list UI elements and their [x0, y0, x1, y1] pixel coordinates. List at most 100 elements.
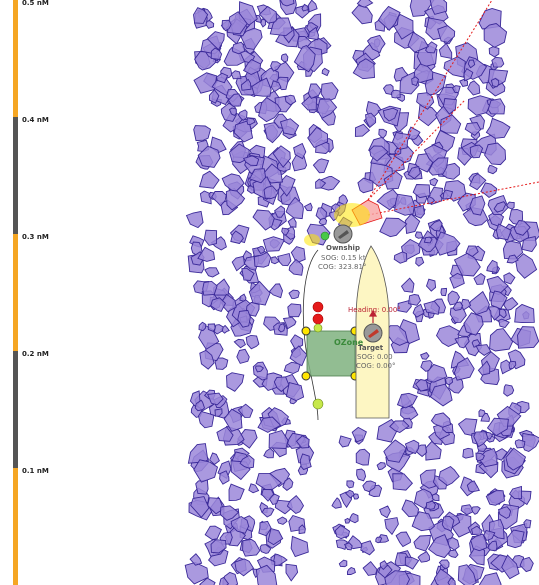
scale-bar-segment — [13, 468, 18, 585]
ice-floe — [349, 512, 359, 524]
ice-floe — [487, 164, 498, 175]
ozone-area[interactable] — [306, 330, 356, 377]
ownship-sector-lines — [367, 0, 539, 216]
ice-floe — [515, 253, 538, 279]
ice-floe — [199, 349, 215, 370]
ice-floe — [457, 418, 478, 437]
ice-floe — [216, 426, 234, 442]
ice-floe — [489, 328, 514, 352]
ice-floe — [519, 556, 534, 573]
ice-floe — [469, 173, 487, 191]
ice-floe — [497, 506, 512, 519]
ice-floe — [197, 145, 221, 168]
ice-floe — [357, 177, 374, 194]
ice-floe — [478, 447, 498, 468]
ice-floe — [219, 576, 230, 585]
ice-floe — [338, 559, 348, 568]
ice-floe — [483, 23, 508, 48]
ice-floe — [413, 488, 435, 510]
target-vessel-icon[interactable] — [363, 323, 383, 343]
ice-floe — [303, 202, 313, 212]
waypoint-dot[interactable] — [313, 323, 323, 333]
ice-floe — [204, 267, 220, 278]
ice-floe — [466, 480, 480, 493]
ice-floe — [273, 376, 290, 393]
ice-floe — [490, 290, 508, 310]
ice-floe — [362, 560, 378, 576]
ice-floe — [261, 507, 275, 518]
ice-floe — [401, 499, 420, 518]
ice-floe — [221, 173, 245, 192]
ice-floe — [390, 89, 401, 99]
ice-floe — [219, 470, 230, 485]
ice-floe — [240, 27, 263, 50]
ice-floe — [384, 517, 399, 536]
ownship-icon[interactable] — [333, 224, 353, 244]
ice-floe — [189, 553, 203, 566]
ice-floe — [467, 59, 476, 69]
ice-floe — [220, 324, 230, 334]
ice-floe — [400, 277, 415, 293]
ice-floe — [282, 477, 294, 491]
ice-floe — [487, 98, 506, 115]
ice-floe — [346, 566, 356, 575]
green-marker — [320, 231, 330, 241]
ownship-halo — [334, 203, 370, 227]
target-heading-arrow — [368, 309, 378, 323]
ice-floe — [378, 128, 388, 140]
ice-floe — [487, 540, 498, 552]
ice-floe — [307, 83, 322, 99]
scale-bar-segment — [13, 234, 18, 351]
ice-floe — [419, 469, 436, 489]
ice-floe — [355, 448, 371, 466]
ice-floe — [503, 272, 516, 285]
ice-floe — [242, 538, 261, 557]
ice-floe — [486, 259, 498, 274]
ice-floe — [267, 528, 284, 546]
ice-floe — [498, 318, 510, 329]
ice-floe — [258, 5, 277, 24]
ice-floe — [377, 565, 393, 579]
ice-floe — [475, 452, 485, 462]
ice-floe — [246, 117, 256, 125]
ice-floe — [354, 123, 371, 137]
ice-floe — [351, 4, 373, 25]
ice-floe — [447, 537, 460, 551]
ice-floe — [478, 572, 502, 585]
ice-floe — [443, 56, 466, 78]
ice-floe — [298, 524, 306, 535]
ice-floe — [420, 360, 433, 372]
ice-floe — [453, 252, 481, 277]
ice-floe — [193, 125, 212, 142]
zone-handle[interactable] — [301, 326, 311, 336]
ice-floe — [356, 0, 374, 9]
ice-floe — [187, 443, 209, 464]
ice-floe — [419, 352, 430, 360]
ice-floe — [447, 577, 456, 585]
ice-floe — [517, 326, 539, 349]
ice-floe — [438, 465, 460, 487]
ownship-halo-2 — [304, 234, 320, 246]
ice-floe — [301, 3, 309, 12]
ice-floe — [431, 493, 440, 502]
ice-floe — [276, 516, 288, 525]
ice-floe — [485, 489, 505, 506]
zone-handle[interactable] — [301, 371, 311, 381]
ice-floe — [379, 560, 389, 571]
ice-floe — [199, 577, 216, 585]
ice-floe — [459, 78, 468, 88]
ice-floe — [376, 462, 386, 471]
ice-floe — [241, 267, 255, 281]
ice-floe — [460, 298, 472, 311]
ice-floe — [377, 5, 401, 31]
ice-floe — [475, 344, 492, 356]
ice-floe — [228, 107, 237, 116]
ice-floe — [473, 272, 486, 285]
ice-floe — [284, 94, 297, 106]
ice-floe — [287, 216, 297, 228]
waypoint-dot[interactable] — [312, 398, 324, 410]
ice-floe — [514, 439, 526, 449]
ice-floe — [409, 0, 435, 17]
